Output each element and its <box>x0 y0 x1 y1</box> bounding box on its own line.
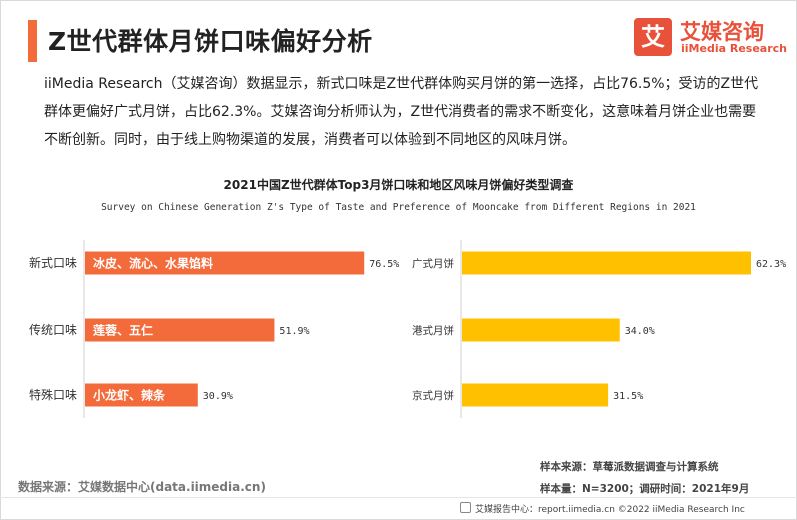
category-label: 特殊口味 <box>29 387 77 402</box>
copyright: 艾媒报告中心：report.iimedia.cn ©2022 iiMedia R… <box>460 502 745 515</box>
category-label: 广式月饼 <box>412 257 454 270</box>
summary-paragraph: iiMedia Research（艾媒咨询）数据显示，新式口味是Z世代群体购买月… <box>44 76 759 148</box>
bar-inner-label: 莲蓉、五仁 <box>93 323 153 338</box>
bar <box>462 318 620 342</box>
bar <box>85 251 365 275</box>
bar <box>462 251 751 275</box>
value-label: 30.9% <box>203 391 233 402</box>
bar-inner-label: 小龙虾、辣条 <box>93 388 166 403</box>
copyright-text: 艾媒报告中心：report.iimedia.cn ©2022 iiMedia R… <box>475 505 745 515</box>
sample-size: 样本量：N=3200；调研时间：2021年9月 <box>540 483 750 495</box>
lock-icon <box>460 502 471 513</box>
page-title: Z世代群体月饼口味偏好分析 <box>48 27 373 56</box>
category-label: 京式月饼 <box>412 389 454 402</box>
category-label: 港式月饼 <box>412 324 454 337</box>
logo-english-name: iiMedia Research <box>681 42 787 55</box>
value-label: 62.3% <box>756 259 786 270</box>
value-label: 76.5% <box>369 259 399 270</box>
value-label: 51.9% <box>279 326 309 337</box>
logo-mark-icon: 艾 <box>634 18 672 56</box>
logo-chinese-name: 艾媒咨询 <box>680 20 764 44</box>
value-label: 31.5% <box>613 391 643 402</box>
footer-divider <box>0 497 797 498</box>
value-label: 34.0% <box>625 326 655 337</box>
bar <box>85 383 198 407</box>
sample-source: 样本来源：草莓派数据调查与计算系统 <box>540 461 719 473</box>
category-label: 新式口味 <box>29 255 77 270</box>
bar <box>462 383 609 407</box>
chart-subtitle: Survey on Chinese Generation Z's Type of… <box>101 202 696 213</box>
chart-title: 2021中国Z世代群体Top3月饼口味和地区风味月饼偏好类型调查 <box>223 178 574 192</box>
iimedia-logo: 艾 艾媒咨询 iiMedia Research <box>634 14 787 58</box>
bar-inner-label: 冰皮、流心、水果馅料 <box>93 256 213 271</box>
title-accent-bar <box>28 20 37 62</box>
category-label: 传统口味 <box>29 322 77 337</box>
bar <box>85 318 275 342</box>
data-source: 数据来源：艾媒数据中心(data.iimedia.cn) <box>18 480 266 494</box>
